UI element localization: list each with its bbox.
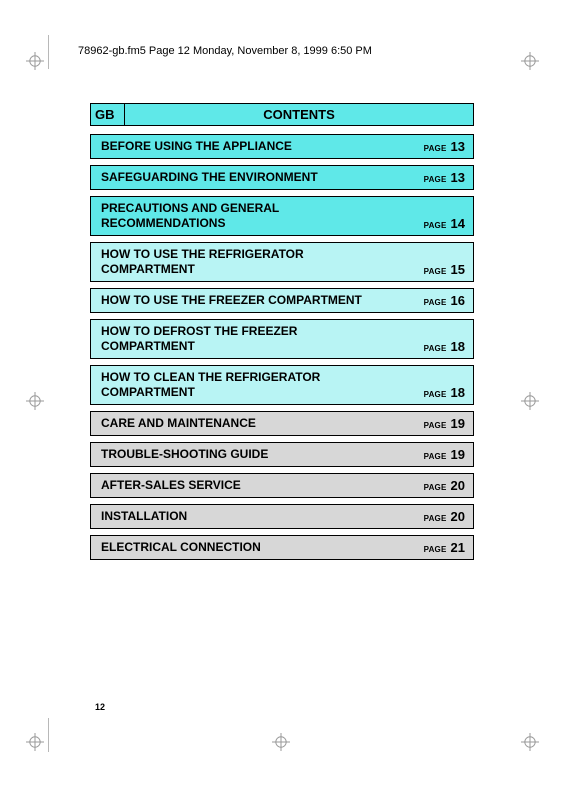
toc-entry-page-ref: PAGE 13 (424, 139, 465, 154)
toc-page-word: PAGE (424, 344, 447, 353)
toc-page-word: PAGE (424, 390, 447, 399)
toc-page-word: PAGE (424, 452, 447, 461)
contents-title: CONTENTS (125, 104, 473, 125)
toc-entry: ELECTRICAL CONNECTION PAGE 21 (90, 535, 474, 560)
toc-entry-label: HOW TO USE THE REFRIGERATOR COMPARTMENT (101, 247, 381, 277)
toc-entry: HOW TO USE THE REFRIGERATOR COMPARTMENT P… (90, 242, 474, 282)
toc-entry: HOW TO CLEAN THE REFRIGERATOR COMPARTMEN… (90, 365, 474, 405)
toc-page-word: PAGE (424, 144, 447, 153)
toc-entry-page-ref: PAGE 19 (424, 447, 465, 462)
toc-entry-label: HOW TO DEFROST THE FREEZER COMPARTMENT (101, 324, 381, 354)
toc-entry-page-ref: PAGE 20 (424, 509, 465, 524)
toc-page-number: 13 (451, 139, 465, 154)
toc-entry-page-ref: PAGE 15 (424, 262, 465, 277)
crop-line (48, 35, 49, 69)
toc-page-word: PAGE (424, 421, 447, 430)
toc-entry: SAFEGUARDING THE ENVIRONMENT PAGE 13 (90, 165, 474, 190)
registration-mark-icon (521, 52, 539, 70)
toc-entry: TROUBLE-SHOOTING GUIDE PAGE 19 (90, 442, 474, 467)
toc-entry-page-ref: PAGE 18 (424, 385, 465, 400)
registration-mark-icon (26, 733, 44, 751)
toc-entry-label: ELECTRICAL CONNECTION (101, 540, 261, 555)
toc-page-number: 18 (451, 385, 465, 400)
toc-page-number: 19 (451, 416, 465, 431)
toc-entry-label: TROUBLE-SHOOTING GUIDE (101, 447, 268, 462)
toc-page-number: 13 (451, 170, 465, 185)
toc-page-word: PAGE (424, 545, 447, 554)
toc-entry-page-ref: PAGE 20 (424, 478, 465, 493)
title-row: GB CONTENTS (90, 103, 474, 126)
toc-page-word: PAGE (424, 514, 447, 523)
page-root: 78962-gb.fm5 Page 12 Monday, November 8,… (0, 0, 565, 800)
toc-entry: BEFORE USING THE APPLIANCE PAGE 13 (90, 134, 474, 159)
registration-mark-icon (521, 392, 539, 410)
toc-page-number: 21 (451, 540, 465, 555)
toc-entry-label: AFTER-SALES SERVICE (101, 478, 241, 493)
toc-page-number: 20 (451, 478, 465, 493)
registration-mark-icon (521, 733, 539, 751)
toc-page-word: PAGE (424, 267, 447, 276)
toc-entry: HOW TO DEFROST THE FREEZER COMPARTMENT PA… (90, 319, 474, 359)
toc-entry: INSTALLATION PAGE 20 (90, 504, 474, 529)
toc-page-number: 20 (451, 509, 465, 524)
registration-mark-icon (272, 733, 290, 751)
toc-page-word: PAGE (424, 483, 447, 492)
toc-entry-label: CARE AND MAINTENANCE (101, 416, 256, 431)
toc-entry-page-ref: PAGE 18 (424, 339, 465, 354)
page-number: 12 (95, 702, 105, 712)
toc-entry: HOW TO USE THE FREEZER COMPARTMENT PAGE 16 (90, 288, 474, 313)
contents-table: GB CONTENTS BEFORE USING THE APPLIANCE PA… (90, 103, 474, 566)
toc-entry-page-ref: PAGE 14 (424, 216, 465, 231)
toc-entry: CARE AND MAINTENANCE PAGE 19 (90, 411, 474, 436)
toc-entry-page-ref: PAGE 19 (424, 416, 465, 431)
toc-page-number: 15 (451, 262, 465, 277)
toc-page-word: PAGE (424, 175, 447, 184)
toc-entry-label: INSTALLATION (101, 509, 187, 524)
toc-entry-label: PRECAUTIONS AND GENERAL RECOMMENDATIONS (101, 201, 381, 231)
registration-mark-icon (26, 392, 44, 410)
toc-page-number: 18 (451, 339, 465, 354)
toc-page-number: 14 (451, 216, 465, 231)
registration-mark-icon (26, 52, 44, 70)
toc-page-number: 16 (451, 293, 465, 308)
toc-page-word: PAGE (424, 298, 447, 307)
toc-entry: AFTER-SALES SERVICE PAGE 20 (90, 473, 474, 498)
file-header: 78962-gb.fm5 Page 12 Monday, November 8,… (78, 45, 372, 57)
crop-line (48, 718, 49, 752)
toc-entry-page-ref: PAGE 16 (424, 293, 465, 308)
toc-entry-label: BEFORE USING THE APPLIANCE (101, 139, 292, 154)
toc-entry-page-ref: PAGE 21 (424, 540, 465, 555)
lang-code-cell: GB (91, 104, 125, 125)
toc-page-word: PAGE (424, 221, 447, 230)
toc-entry-label: HOW TO CLEAN THE REFRIGERATOR COMPARTMEN… (101, 370, 381, 400)
toc-entry-page-ref: PAGE 13 (424, 170, 465, 185)
toc-entry-label: SAFEGUARDING THE ENVIRONMENT (101, 170, 318, 185)
toc-page-number: 19 (451, 447, 465, 462)
toc-entry-label: HOW TO USE THE FREEZER COMPARTMENT (101, 293, 362, 308)
toc-entry: PRECAUTIONS AND GENERAL RECOMMENDATIONS P… (90, 196, 474, 236)
